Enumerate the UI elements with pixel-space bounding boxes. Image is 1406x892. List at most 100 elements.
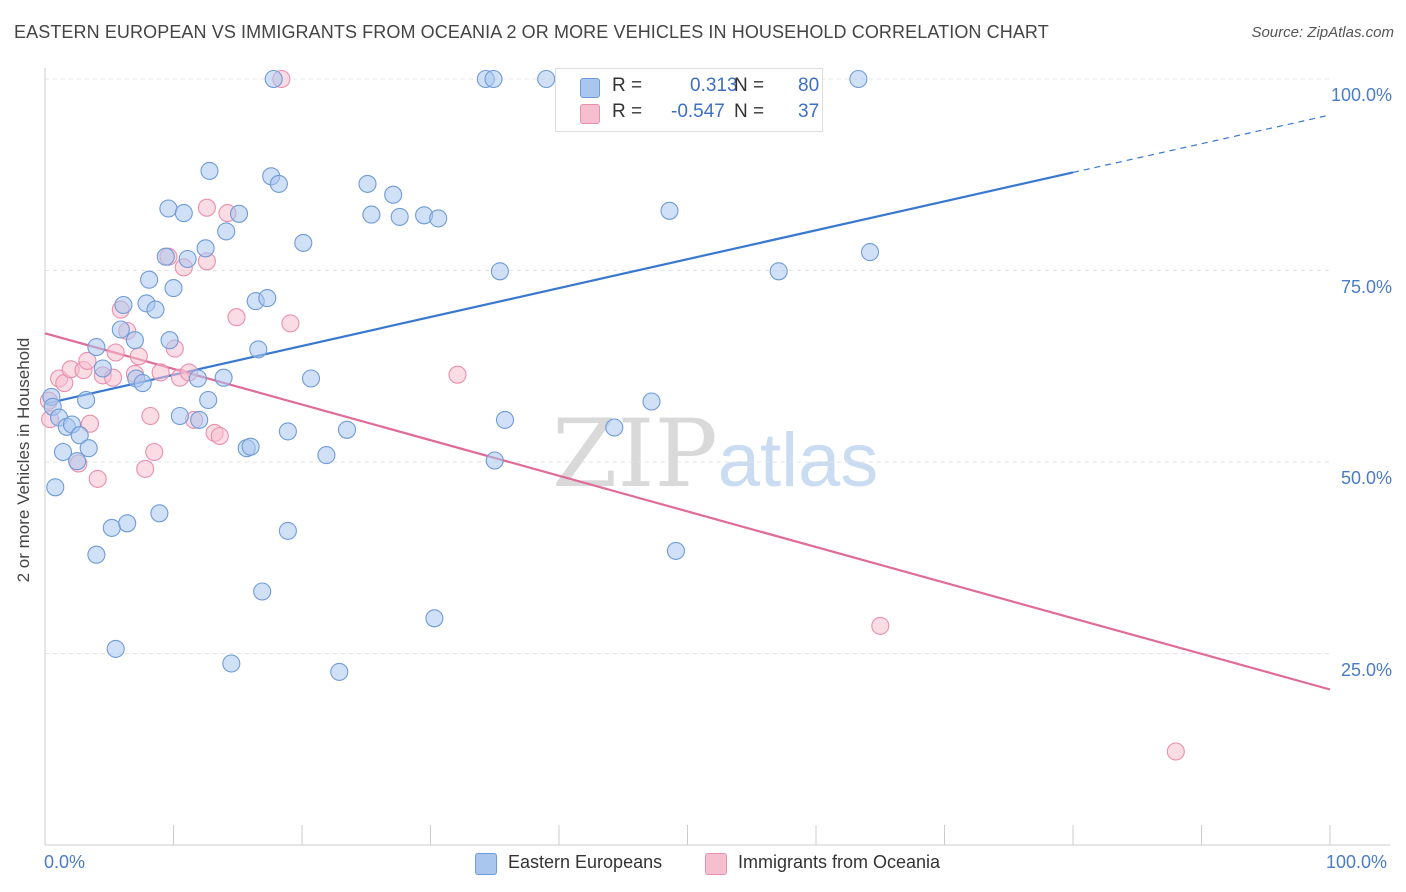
- bottom-legend-label: Immigrants from Oceania: [738, 852, 941, 872]
- point-eastern-europeans: [642, 392, 661, 411]
- point-eastern-europeans: [294, 233, 313, 252]
- legend-r-value: 0.313: [690, 75, 738, 96]
- point-immigrants-oceania: [210, 426, 229, 446]
- point-eastern-europeans: [146, 300, 165, 319]
- stats-legend: R = 0.313 N = 80 R = -0.547 N = 37: [555, 68, 823, 132]
- point-eastern-europeans: [106, 639, 125, 658]
- point-eastern-europeans: [249, 340, 268, 359]
- point-eastern-europeans: [258, 289, 277, 308]
- point-eastern-europeans: [429, 209, 448, 228]
- legend-swatch-blue: [580, 78, 600, 98]
- point-immigrants-oceania: [129, 347, 148, 366]
- point-eastern-europeans: [269, 174, 288, 193]
- point-eastern-europeans: [102, 518, 121, 537]
- data-points: [39, 69, 1185, 761]
- point-immigrants-oceania: [136, 459, 155, 478]
- point-eastern-europeans: [337, 420, 357, 439]
- point-eastern-europeans: [484, 69, 503, 89]
- point-eastern-europeans: [68, 452, 87, 471]
- point-immigrants-oceania: [197, 198, 216, 217]
- chart-title: EASTERN EUROPEAN VS IMMIGRANTS FROM OCEA…: [14, 22, 1049, 42]
- point-eastern-europeans: [178, 249, 197, 269]
- watermark: ZIPatlas: [552, 400, 878, 509]
- point-eastern-europeans: [241, 437, 260, 456]
- point-eastern-europeans: [217, 222, 236, 241]
- bottom-legend-swatch-pink: [705, 853, 727, 875]
- trend-line-immigrants-oceania: [44, 332, 1331, 691]
- point-eastern-europeans: [140, 270, 159, 289]
- legend-r-label: R =: [612, 101, 643, 122]
- point-eastern-europeans: [278, 422, 297, 441]
- point-eastern-europeans: [495, 410, 515, 429]
- point-eastern-europeans: [384, 185, 403, 204]
- point-eastern-europeans: [87, 545, 106, 564]
- x-tick-label-min: 0.0%: [44, 852, 86, 872]
- point-eastern-europeans: [253, 582, 272, 601]
- legend-swatch-pink: [580, 104, 600, 124]
- point-immigrants-oceania: [88, 469, 107, 488]
- source-label: Source: ZipAtlas.com: [1251, 24, 1394, 41]
- point-eastern-europeans: [87, 338, 106, 357]
- point-immigrants-oceania: [1166, 742, 1185, 761]
- point-eastern-europeans: [77, 390, 96, 410]
- point-eastern-europeans: [769, 262, 788, 281]
- point-eastern-europeans: [278, 521, 297, 540]
- axes: [44, 68, 1390, 846]
- point-immigrants-oceania: [281, 314, 300, 333]
- legend-n-value: 80: [798, 75, 820, 96]
- y-tick-label: 50.0%: [1340, 468, 1392, 488]
- grid-lines: [45, 78, 1330, 654]
- point-eastern-europeans: [188, 369, 207, 388]
- point-eastern-europeans: [849, 69, 868, 89]
- point-eastern-europeans: [79, 439, 98, 458]
- point-eastern-europeans: [111, 320, 130, 339]
- point-eastern-europeans: [150, 504, 169, 523]
- point-eastern-europeans: [425, 609, 444, 628]
- point-eastern-europeans: [214, 368, 233, 387]
- point-eastern-europeans: [125, 331, 144, 350]
- point-eastern-europeans: [330, 662, 349, 681]
- y-tick-label: 75.0%: [1340, 276, 1392, 297]
- point-eastern-europeans: [114, 295, 133, 315]
- point-eastern-europeans: [264, 69, 283, 89]
- point-immigrants-oceania: [227, 308, 246, 327]
- y-tick-label: 100.0%: [1330, 85, 1392, 105]
- trend-lines: [44, 114, 1331, 691]
- point-immigrants-oceania: [141, 406, 160, 426]
- point-eastern-europeans: [229, 204, 249, 223]
- point-eastern-europeans: [160, 331, 179, 350]
- point-eastern-europeans: [358, 174, 377, 193]
- point-immigrants-oceania: [151, 363, 170, 382]
- point-immigrants-oceania: [106, 343, 125, 362]
- y-tick-label: 25.0%: [1340, 659, 1392, 680]
- point-eastern-europeans: [190, 410, 209, 429]
- trend-line-eastern-europeans: [44, 171, 1074, 405]
- trend-extension-eastern-europeans: [1072, 114, 1331, 174]
- point-immigrants-oceania: [80, 414, 100, 433]
- legend-n-label: N =: [734, 101, 765, 122]
- point-eastern-europeans: [537, 69, 556, 89]
- watermark-atlas: atlas: [717, 418, 879, 503]
- legend-n-label: N =: [734, 75, 765, 96]
- point-eastern-europeans: [118, 514, 137, 533]
- point-eastern-europeans: [164, 279, 183, 298]
- point-immigrants-oceania: [145, 442, 164, 462]
- point-eastern-europeans: [301, 369, 321, 388]
- point-eastern-europeans: [174, 204, 193, 223]
- point-eastern-europeans: [200, 161, 219, 180]
- point-eastern-europeans: [196, 239, 215, 258]
- point-immigrants-oceania: [871, 616, 890, 635]
- point-eastern-europeans: [199, 390, 218, 410]
- legend-r-label: R =: [612, 75, 643, 96]
- point-immigrants-oceania: [448, 365, 467, 384]
- point-eastern-europeans: [362, 205, 381, 224]
- point-eastern-europeans: [666, 541, 685, 560]
- point-eastern-europeans: [133, 374, 152, 393]
- point-eastern-europeans: [156, 247, 175, 266]
- point-eastern-europeans: [490, 262, 509, 281]
- point-eastern-europeans: [53, 442, 73, 462]
- point-eastern-europeans: [860, 243, 880, 262]
- point-eastern-europeans: [46, 478, 65, 497]
- y-axis-label: 2 or more Vehicles in Household: [14, 337, 33, 583]
